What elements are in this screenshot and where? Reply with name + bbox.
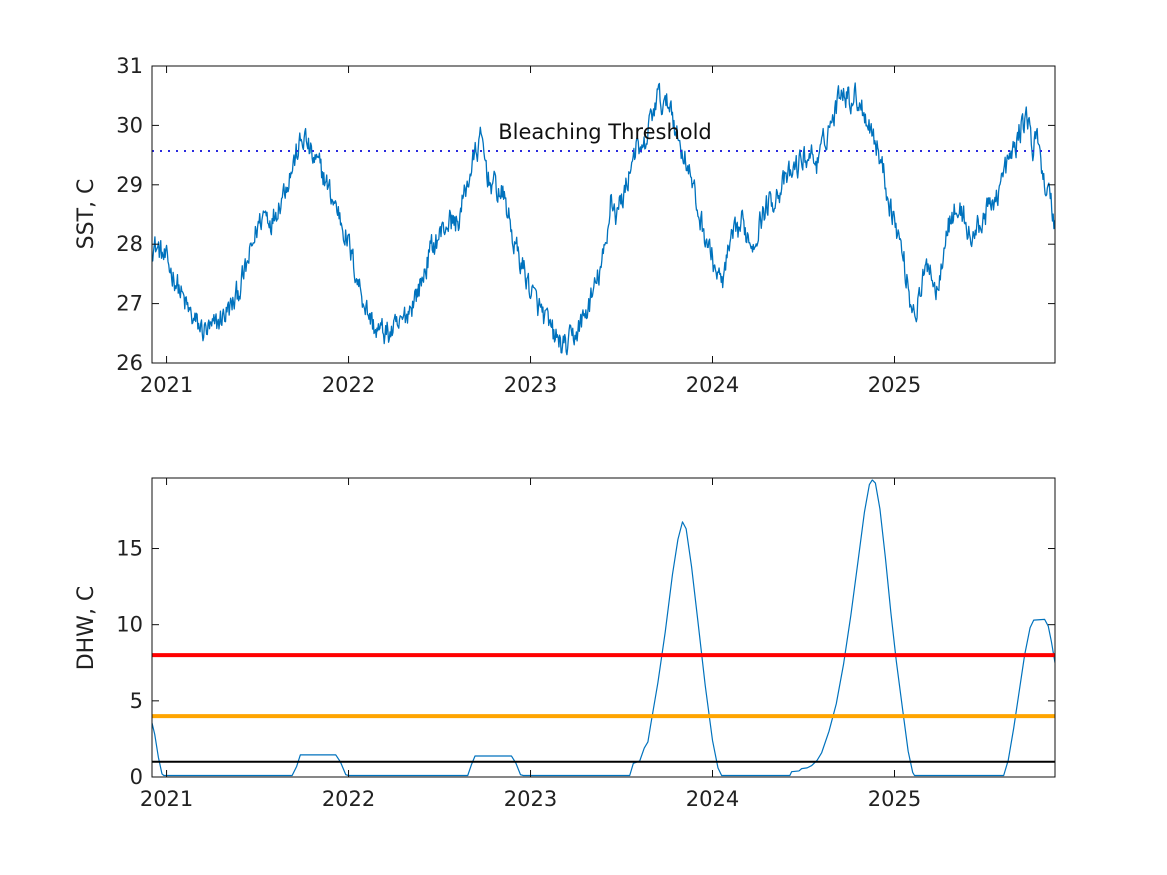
dhw-x-tick-label: 2021	[140, 787, 193, 811]
dhw-y-tick-label: 5	[130, 689, 143, 713]
sst-y-tick-label: 28	[116, 232, 143, 256]
sst-axes-box	[151, 65, 1056, 364]
dhw-y-tick-label: 10	[116, 613, 143, 637]
sst-chart-group: 2021 2022 2023 2024 2025 26 27 28 29 30 31	[116, 54, 1056, 397]
dhw-ylabel: DHW, C	[74, 586, 99, 671]
sst-x-tick-label: 2023	[504, 373, 557, 397]
dhw-x-tick-label: 2024	[686, 787, 739, 811]
sst-x-tick-label: 2024	[686, 373, 739, 397]
sst-y-tick-label: 26	[116, 351, 143, 375]
dhw-chart-group: 2021 2022 2023 2024 2025 0 5 10 15	[116, 477, 1056, 811]
sst-y-tick-label: 30	[116, 113, 143, 137]
dhw-x-tick-label: 2022	[322, 787, 375, 811]
dhw-series-line	[152, 479, 1055, 777]
dhw-x-tick-label: 2025	[868, 787, 921, 811]
sst-y-tick-label: 31	[116, 54, 143, 78]
sst-x-tick-label: 2021	[140, 373, 193, 397]
dhw-axes-box	[151, 477, 1056, 778]
dhw-x-tick-label: 2023	[504, 787, 557, 811]
sst-y-tick-label: 27	[116, 292, 143, 316]
sst-plot-area	[152, 82, 1055, 356]
sst-series-line	[152, 82, 1055, 356]
sst-x-tick-label: 2022	[322, 373, 375, 397]
sst-ylabel: SST, C	[74, 179, 99, 250]
sst-y-tick-label: 29	[116, 173, 143, 197]
dhw-y-tick-label: 15	[116, 537, 143, 561]
bleaching-threshold-label: Bleaching Threshold	[498, 120, 712, 144]
dhw-y-tick-label: 0	[130, 765, 143, 789]
sst-x-tick-label: 2025	[868, 373, 921, 397]
dhw-plot-area	[152, 479, 1055, 777]
